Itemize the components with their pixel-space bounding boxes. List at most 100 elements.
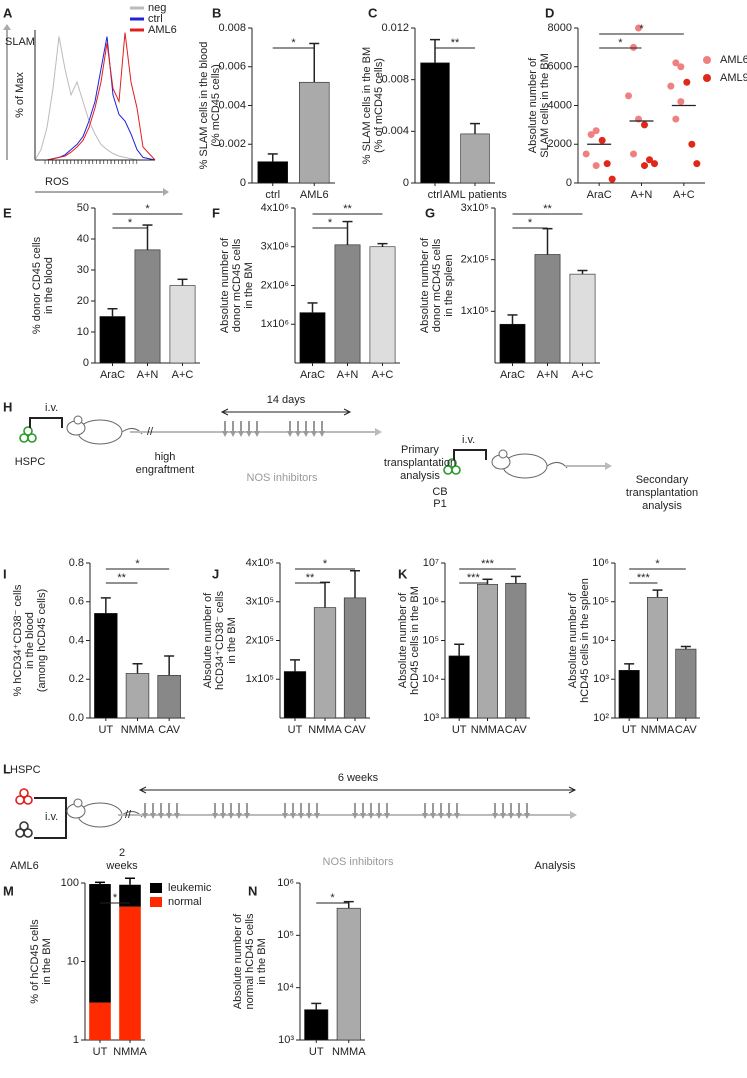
x-tick-label: NMMA [471,724,505,736]
mouse-ear [73,798,83,808]
diagram-label: NOS inhibitors [323,856,394,868]
data-point [646,156,653,164]
bar [99,316,126,364]
x-tick-label: UT [452,724,467,736]
data-point [641,162,648,170]
data-point [608,175,616,183]
y-tick-label: 6000 [548,61,572,73]
cell [23,426,33,436]
x-tick-label: AML patients [443,189,507,201]
chart-panel: D Absolute number of SLAM cells in the BM 0… [527,5,747,200]
arrow-head [568,786,577,794]
chart-panel: Absolute number of hCD45 cells in the spl… [567,557,700,736]
arrow-head [254,431,260,437]
cell [23,795,33,805]
x-tick-label: UT [288,724,303,736]
break-mark: // [125,809,132,821]
bar [134,249,161,364]
x-tick-label: NMMA [332,1046,366,1058]
bar-segment [119,906,141,1040]
y-tick-label: 0.004 [381,125,409,137]
y-tick-label: 0.8 [69,557,84,569]
arrow-head [516,813,522,819]
y-axis-label: donor mCD45 cells [231,238,243,332]
diagram-label: P1 [433,498,446,510]
diagram-label: 14 days [267,394,306,406]
y-tick-label: 10 [67,955,79,967]
bar-segment [89,884,111,1003]
legend-swatch [150,883,162,893]
x-tick-label: A+N [337,369,359,381]
y-axis-label: in the blood [24,612,36,669]
y-tick-label: 2x10⁵ [246,634,274,646]
y-tick-label: 10³ [278,1034,294,1046]
arrow-head [295,431,301,437]
arrow-head [282,813,288,819]
data-point [688,140,696,148]
y-tick-label: 0.0 [69,712,84,724]
panel-letter: H [3,399,12,414]
y-tick-label: 0 [566,177,572,189]
mouse-ear [498,449,508,459]
bar [460,133,490,184]
x-tick-label: CAV [158,724,180,736]
arrow-head [236,813,242,819]
chart-panel: I % hCD34⁺CD38⁻ cells in the blood (among h… [3,557,185,736]
annotation: SLAM [5,36,35,48]
x-tick-label: A+N [137,369,159,381]
y-tick-label: 1 [73,1034,79,1046]
diagram-label: transplantation [384,457,456,469]
arrow-head [158,813,164,819]
y-axis-label: in the BM [243,262,255,308]
diagram-label: NOS inhibitors [247,472,318,484]
y-tick-label: 10⁶ [592,557,609,569]
data-point [677,63,685,71]
significance-label: ** [451,37,460,49]
panel-letter: M [3,883,14,898]
diagram-label: engraftment [136,464,195,476]
arrow-head [368,813,374,819]
y-tick-label: 10³ [423,712,439,724]
histogram-line [35,36,156,161]
significance-label: ** [543,203,552,215]
data-point [625,92,632,100]
y-tick-label: 10 [77,326,89,338]
bar [334,244,361,364]
panel-letter: N [248,883,257,898]
bar [299,312,326,364]
arrow-head [3,24,11,30]
arrow-head [422,813,428,819]
x-tick-label: AraC [500,369,525,381]
y-tick-label: 4x10⁶ [261,202,289,214]
bar [125,673,150,719]
arrow-head [314,813,320,819]
bar-segment [89,1002,111,1040]
arrow-head [303,431,309,437]
x-tick-label: UT [309,1046,324,1058]
legend-label: normal [168,896,202,908]
bar [313,607,337,719]
y-axis-label: donor mCD45 cells [431,238,443,332]
y-tick-label: 30 [77,264,89,276]
bar [304,1009,329,1041]
diagram-label: HSPC [10,764,41,776]
y-tick-label: 1x10⁵ [246,673,274,685]
y-tick-label: 10⁴ [422,673,439,685]
y-tick-label: 2x10⁶ [261,279,289,291]
arrow-head [290,813,296,819]
y-axis-label: hCD45 cells in the BM [409,586,421,695]
bar [618,670,640,719]
y-axis-label: hCD45 cells in the spleen [579,578,591,703]
cell [451,465,461,475]
diagram-label: analysis [642,500,682,512]
chart-panel: G Absolute number of donor mCD45 cells in t… [419,202,600,381]
y-tick-label: 50 [77,202,89,214]
y-axis-label: Absolute number of [202,592,214,688]
diagram-label: 2 [119,847,125,859]
x-tick-label: AraC [100,369,125,381]
y-tick-label: 0.008 [218,22,246,34]
panel-letter: K [398,566,408,581]
panel-letter: B [212,5,221,20]
